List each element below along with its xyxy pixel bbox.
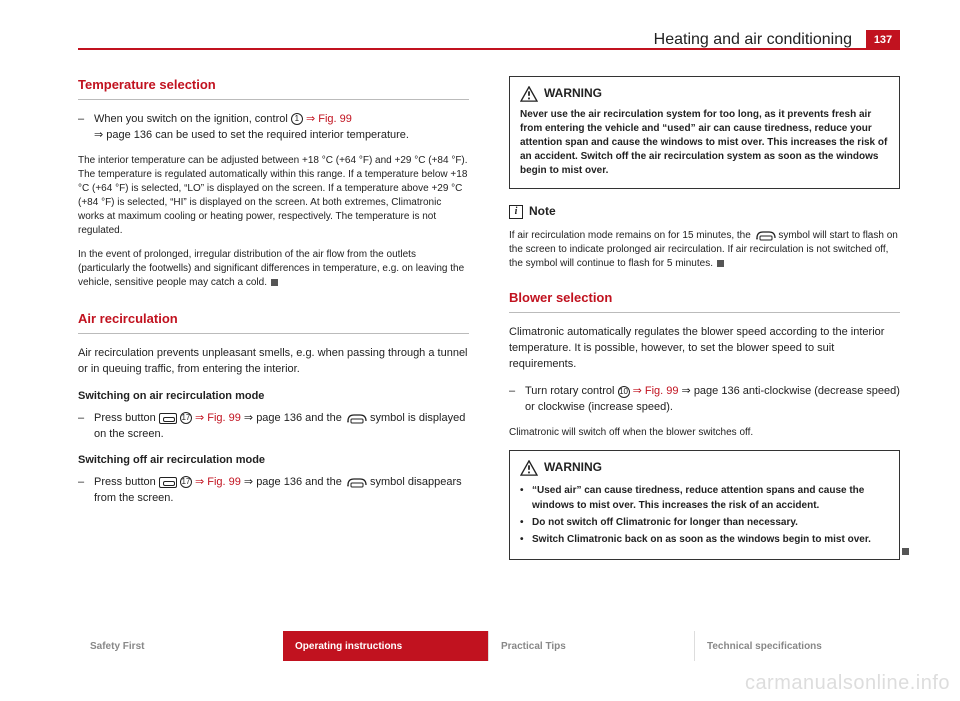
note-heading: i Note xyxy=(509,203,900,220)
fine-print: Climatronic will switch off when the blo… xyxy=(509,426,900,440)
left-column: Temperature selection – When you switch … xyxy=(78,76,469,574)
warning-text: Never use the air recirculation system f… xyxy=(520,108,889,178)
list-item: – Turn rotary control 10 ⇒ Fig. 99 ⇒ pag… xyxy=(509,384,900,416)
manual-page: Heating and air conditioning 137 Tempera… xyxy=(0,0,960,701)
bullet-body: Press button 17 ⇒ Fig. 99 ⇒ page 136 and… xyxy=(94,411,469,443)
list-item: – When you switch on the ignition, contr… xyxy=(78,112,469,144)
control-number-icon: 10 xyxy=(618,386,630,398)
end-square-icon xyxy=(271,279,278,286)
footer-tab-technical: Technical specifications xyxy=(694,631,900,661)
bullet-body: When you switch on the ignition, control… xyxy=(94,112,469,144)
info-icon: i xyxy=(509,205,523,219)
footer-tabs: Safety First Operating instructions Prac… xyxy=(78,631,900,661)
footer-tab-safety: Safety First xyxy=(78,631,283,661)
page-number-badge: 137 xyxy=(866,30,900,50)
figure-ref: ⇒ Fig. 99 xyxy=(630,385,679,397)
list-item: – Press button 17 ⇒ Fig. 99 ⇒ page 136 a… xyxy=(78,475,469,507)
control-number-icon: 1 xyxy=(291,113,303,125)
text: If air recirculation mode remains on for… xyxy=(509,230,754,241)
bullet-dash: – xyxy=(509,384,525,416)
bullet-dash: – xyxy=(78,475,94,507)
control-number-icon: 17 xyxy=(180,476,192,488)
page-header: Heating and air conditioning 137 xyxy=(654,30,900,50)
text: ⇒ page 136 and the xyxy=(241,412,345,424)
paragraph: Climatronic automatically regulates the … xyxy=(509,325,900,373)
text: ⇒ page 136 can be used to set the requir… xyxy=(94,129,409,141)
list-item: Do not switch off Climatronic for longer… xyxy=(520,515,889,530)
button-rect-icon xyxy=(159,413,177,424)
list-item: Switch Climatronic back on as soon as th… xyxy=(520,532,889,547)
button-rect-icon xyxy=(159,477,177,488)
text: When you switch on the ignition, control xyxy=(94,113,291,125)
warning-heading: WARNING xyxy=(520,459,889,476)
control-number-icon: 17 xyxy=(180,412,192,424)
bullet-body: Press button 17 ⇒ Fig. 99 ⇒ page 136 and… xyxy=(94,475,469,507)
fine-print: In the event of prolonged, irregular dis… xyxy=(78,248,469,290)
footer-tab-operating: Operating instructions xyxy=(283,631,488,661)
end-square-icon xyxy=(717,260,724,267)
watermark: carmanualsonline.info xyxy=(745,672,950,695)
recirculation-icon xyxy=(345,476,367,488)
section-title: Blower selection xyxy=(509,289,900,308)
warning-list: “Used air” can cause tiredness, reduce a… xyxy=(520,483,889,547)
figure-ref: ⇒ Fig. 99 xyxy=(303,113,352,125)
text: Press button xyxy=(94,476,159,488)
warning-label: WARNING xyxy=(544,85,602,102)
sub-heading: Switching on air recirculation mode xyxy=(78,389,469,405)
figure-ref: ⇒ Fig. 99 xyxy=(192,476,241,488)
header-rule xyxy=(78,48,900,50)
section-rule xyxy=(78,333,469,334)
bullet-dash: – xyxy=(78,112,94,144)
warning-heading: WARNING xyxy=(520,85,889,102)
section-rule xyxy=(509,312,900,313)
text: ⇒ page 136 and the xyxy=(241,476,345,488)
warning-triangle-icon xyxy=(520,86,538,102)
right-column: WARNING Never use the air recirculation … xyxy=(509,76,900,574)
note-label: Note xyxy=(529,203,556,220)
footer-tab-practical: Practical Tips xyxy=(488,631,694,661)
warning-triangle-icon xyxy=(520,460,538,476)
fine-print: The interior temperature can be adjusted… xyxy=(78,154,469,238)
section-title: Temperature selection xyxy=(78,76,469,95)
note-text: If air recirculation mode remains on for… xyxy=(509,229,900,271)
list-item: “Used air” can cause tiredness, reduce a… xyxy=(520,483,889,513)
section-header: Heating and air conditioning xyxy=(654,31,852,49)
figure-ref: ⇒ Fig. 99 xyxy=(192,412,241,424)
bullet-body: Turn rotary control 10 ⇒ Fig. 99 ⇒ page … xyxy=(525,384,900,416)
section-title: Air recirculation xyxy=(78,310,469,329)
text: Turn rotary control xyxy=(525,385,618,397)
paragraph: Air recirculation prevents unpleasant sm… xyxy=(78,346,469,378)
warning-label: WARNING xyxy=(544,459,602,476)
warning-box: WARNING “Used air” can cause tiredness, … xyxy=(509,450,900,559)
section-rule xyxy=(78,99,469,100)
end-square-icon xyxy=(902,548,909,555)
sub-heading: Switching off air recirculation mode xyxy=(78,453,469,469)
text: Press button xyxy=(94,412,159,424)
list-item: – Press button 17 ⇒ Fig. 99 ⇒ page 136 a… xyxy=(78,411,469,443)
recirculation-icon xyxy=(345,412,367,424)
bullet-dash: – xyxy=(78,411,94,443)
content-columns: Temperature selection – When you switch … xyxy=(78,76,900,574)
recirculation-icon xyxy=(754,229,776,241)
warning-box: WARNING Never use the air recirculation … xyxy=(509,76,900,189)
